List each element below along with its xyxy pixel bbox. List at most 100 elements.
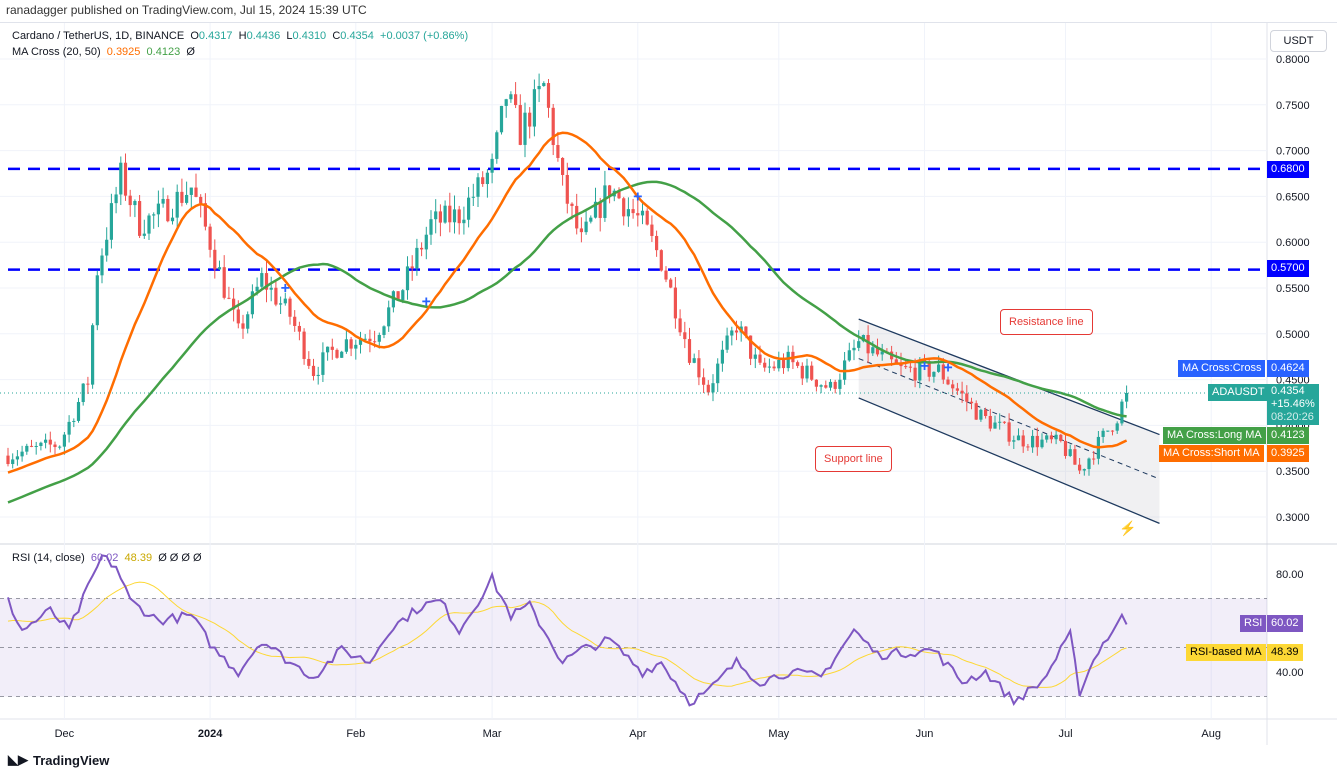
candle-body bbox=[1068, 449, 1072, 456]
tradingview-logo[interactable]: ◣▶ TradingView bbox=[8, 752, 109, 768]
candle-body bbox=[29, 445, 34, 447]
candle-body bbox=[969, 401, 974, 404]
candle-body bbox=[805, 365, 809, 379]
candle-body bbox=[781, 359, 786, 369]
candle-body bbox=[499, 105, 504, 133]
candle-body bbox=[25, 445, 29, 452]
price-tick-label: 0.3000 bbox=[1276, 512, 1310, 524]
candle-body bbox=[796, 362, 800, 366]
candle-body bbox=[438, 211, 442, 223]
candle-body bbox=[1082, 469, 1086, 471]
publisher-caption: ranadagger published on TradingView.com,… bbox=[6, 3, 367, 17]
candle-body bbox=[1049, 435, 1053, 440]
candle-body bbox=[128, 195, 132, 206]
candle-body bbox=[828, 381, 833, 388]
candle-body bbox=[988, 416, 992, 429]
candle-body bbox=[786, 351, 790, 369]
candle-body bbox=[650, 224, 654, 236]
candle-body bbox=[608, 185, 612, 197]
event-lightning-icon: ⚡ bbox=[1119, 520, 1136, 537]
ma-cross-marker: + bbox=[633, 188, 642, 205]
candle-body bbox=[979, 409, 983, 420]
candle-body bbox=[462, 219, 466, 224]
candle-body bbox=[443, 205, 447, 223]
price-chart[interactable]: Dec 2024 Feb Mar Apr May Jun Jul Aug 0.8000 0.7500… bbox=[0, 23, 1337, 745]
symbol-price-tag: 0.4354 +15.46% 08:20:26 bbox=[1267, 384, 1319, 425]
tradingview-logo-icon: ◣▶ bbox=[8, 752, 28, 767]
candle-body bbox=[589, 217, 593, 222]
candle-body bbox=[946, 379, 950, 385]
short-ma-tag-label: MA Cross:Short MA bbox=[1159, 445, 1264, 462]
candle-body bbox=[283, 298, 287, 304]
candle-body bbox=[377, 334, 381, 342]
candle-body bbox=[1016, 435, 1021, 441]
change-value: +0.0037 (+0.86%) bbox=[380, 30, 469, 42]
candle-body bbox=[166, 198, 170, 222]
price-tick-label: 0.5500 bbox=[1276, 283, 1310, 295]
candle-body bbox=[951, 384, 955, 389]
symbol-title: Cardano / TetherUS, 1D, BINANCE bbox=[12, 30, 185, 42]
short-ma-tag-value: 0.3925 bbox=[1267, 445, 1309, 462]
candle-body bbox=[1059, 434, 1063, 441]
candle-body bbox=[1110, 430, 1115, 432]
open-label: O bbox=[190, 30, 199, 42]
candle-body bbox=[960, 390, 964, 394]
candle-body bbox=[528, 112, 532, 127]
candle-body bbox=[246, 314, 250, 329]
candle-body bbox=[579, 228, 583, 233]
candle-body bbox=[584, 221, 588, 233]
candle-body bbox=[941, 364, 945, 380]
candle-body bbox=[838, 379, 842, 389]
candle-body bbox=[452, 209, 457, 223]
candle-body bbox=[551, 107, 555, 146]
rsi-tick-label: 80.00 bbox=[1276, 569, 1304, 581]
ma-cross-marker: + bbox=[281, 280, 290, 297]
candle-body bbox=[457, 209, 461, 224]
candle-body bbox=[1012, 440, 1016, 442]
candle-body bbox=[655, 235, 659, 251]
rsi-tag-value: 60.02 bbox=[1267, 615, 1303, 632]
candle-body bbox=[913, 367, 917, 381]
candle-body bbox=[119, 162, 123, 195]
close-value: 0.4354 bbox=[340, 30, 374, 42]
candle-body bbox=[321, 352, 325, 375]
candle-body bbox=[222, 267, 226, 298]
candle-body bbox=[326, 346, 330, 353]
candle-body bbox=[532, 89, 536, 127]
ma-extra: Ø bbox=[186, 46, 195, 58]
candle-body bbox=[875, 347, 880, 355]
rsi-legend[interactable]: RSI (14, close) 60.02 48.39 Ø Ø Ø Ø bbox=[12, 552, 202, 564]
candle-body bbox=[330, 346, 334, 350]
candle-body bbox=[199, 196, 203, 204]
bar-timer: 08:20:26 bbox=[1271, 411, 1314, 423]
candle-body bbox=[1087, 458, 1091, 470]
support-line-annotation[interactable]: Support line bbox=[815, 446, 892, 472]
currency-button[interactable]: USDT bbox=[1270, 30, 1327, 52]
candle-body bbox=[434, 211, 438, 220]
candle-body bbox=[692, 358, 696, 363]
candle-body bbox=[67, 421, 71, 435]
candle-body bbox=[424, 234, 428, 250]
candle-body bbox=[429, 219, 433, 235]
candle-body bbox=[673, 287, 677, 319]
rsi-line bbox=[7, 554, 1128, 707]
candle-body bbox=[697, 358, 701, 378]
candle-body bbox=[340, 351, 344, 358]
candle-body bbox=[208, 226, 212, 250]
candle-body bbox=[401, 290, 405, 301]
candle-body bbox=[175, 191, 179, 218]
high-value: 0.4436 bbox=[246, 30, 281, 42]
candle-body bbox=[76, 402, 81, 421]
candle-body bbox=[927, 361, 931, 377]
candle-body bbox=[810, 365, 814, 380]
resistance-line-annotation[interactable]: Resistance line bbox=[1000, 309, 1093, 335]
support-line bbox=[858, 397, 1160, 525]
candle-body bbox=[734, 330, 739, 333]
candle-body bbox=[1120, 401, 1124, 424]
candle-body bbox=[387, 307, 391, 327]
ma-legend[interactable]: MA Cross (20, 50) 0.3925 0.4123 Ø bbox=[12, 46, 195, 58]
candle-body bbox=[504, 99, 508, 106]
candle-body bbox=[95, 275, 99, 326]
x-tick-label: Mar bbox=[483, 728, 502, 740]
candle-body bbox=[476, 177, 480, 197]
